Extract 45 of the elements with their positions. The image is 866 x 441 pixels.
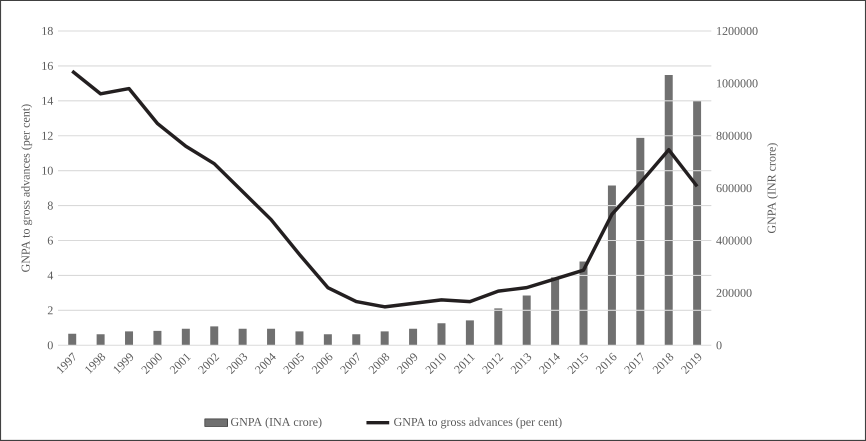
y-tick-label: 4 [48, 271, 54, 280]
y2-tick-label: 1000000 [717, 79, 758, 88]
bar [182, 328, 190, 346]
bar [466, 320, 474, 346]
bar [267, 328, 276, 346]
bar [693, 100, 702, 346]
legend-label: GNPA (INA crore) [231, 418, 322, 428]
y-tick-label: 8 [48, 202, 53, 210]
y2-tick-label: 600000 [716, 184, 752, 192]
y2-tick-label: 0 [716, 341, 722, 350]
y-tick-label: 10 [42, 166, 53, 175]
y-tick-label: 6 [48, 236, 53, 245]
y-tick-label: 0 [48, 341, 53, 350]
bar [324, 334, 332, 346]
bar [608, 186, 616, 346]
y2-axis-title: GNPA (INR crore) [767, 143, 778, 234]
bar [210, 326, 218, 346]
y-tick-label: 12 [42, 132, 53, 140]
bar [68, 334, 76, 346]
bar [494, 308, 502, 346]
y-tick-label: 2 [48, 306, 53, 314]
bar [295, 331, 304, 346]
y2-tick-label: 1200000 [717, 26, 758, 36]
bar [380, 331, 389, 346]
bar [522, 295, 531, 346]
bar [238, 328, 247, 346]
bar [664, 74, 673, 346]
line-series [70, 69, 699, 309]
bar [125, 331, 134, 346]
y-tick-label: 14 [42, 96, 54, 105]
y2-tick-label: 400000 [716, 236, 752, 245]
y2-tick-label: 800000 [716, 132, 752, 140]
bar [96, 334, 105, 346]
bar [551, 277, 560, 346]
y-tick-label: 18 [42, 26, 53, 36]
bar [409, 328, 418, 346]
legend-label: GNPA to gross advances (per cent) [394, 418, 562, 428]
bar [580, 261, 588, 346]
bar [352, 334, 360, 346]
y-axis-title: GNPA to gross advances (per cent) [21, 104, 32, 272]
bar [437, 323, 446, 346]
bar [153, 330, 162, 346]
bar [636, 138, 644, 346]
y-tick-label: 16 [42, 62, 53, 70]
y2-tick-label: 200000 [716, 288, 752, 297]
